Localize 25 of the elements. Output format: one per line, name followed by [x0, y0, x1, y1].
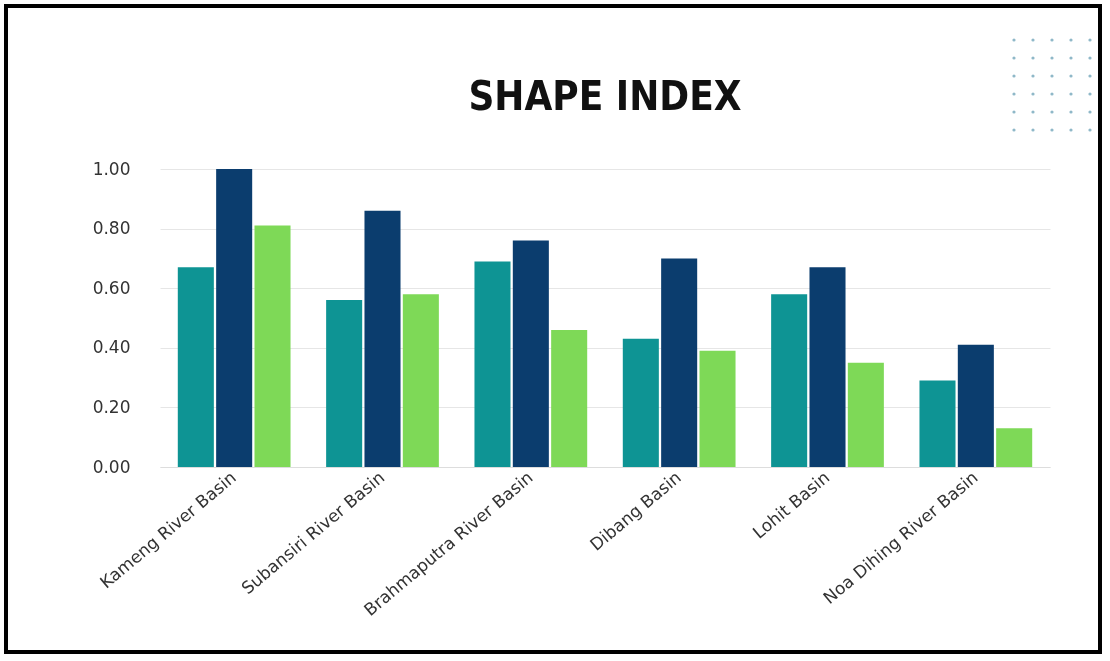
- chart-title: SHAPE INDEX: [468, 73, 742, 119]
- bar: [474, 261, 511, 467]
- y-tick-label: 0.00: [92, 456, 131, 477]
- bar: [364, 210, 401, 467]
- bar: [699, 350, 736, 467]
- bar: [326, 300, 363, 467]
- bar: [402, 294, 439, 467]
- bar: [512, 240, 549, 467]
- bar: [551, 329, 588, 467]
- bar: [809, 267, 846, 467]
- y-tick-label: 0.40: [92, 337, 131, 358]
- y-tick-label: 0.60: [92, 277, 131, 298]
- bar: [957, 344, 994, 467]
- bar: [661, 258, 698, 467]
- bar: [847, 362, 884, 467]
- bar: [996, 428, 1033, 467]
- bar: [771, 294, 808, 467]
- bar: [216, 169, 253, 467]
- y-tick-label: 0.20: [92, 396, 131, 417]
- y-tick-label: 1.00: [92, 158, 131, 179]
- bar: [622, 338, 659, 467]
- bar: [254, 225, 291, 467]
- y-tick-label: 0.80: [92, 218, 131, 239]
- bar: [919, 380, 956, 467]
- bar: [177, 267, 214, 467]
